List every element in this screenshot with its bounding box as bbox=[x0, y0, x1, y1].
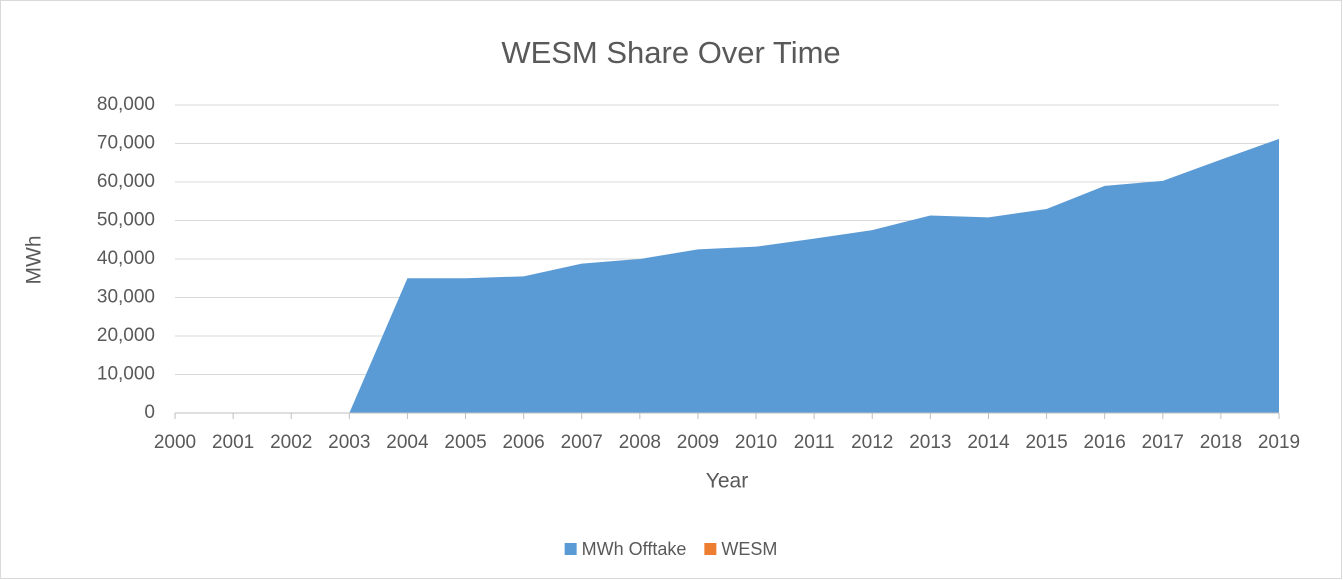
x-axis-label: Year bbox=[706, 470, 748, 493]
x-tick-label: 2005 bbox=[444, 432, 486, 453]
y-tick-label: 10,000 bbox=[97, 364, 155, 385]
legend-swatch bbox=[704, 543, 717, 555]
x-tick-label: 2003 bbox=[328, 432, 370, 453]
x-tick-label: 2008 bbox=[619, 432, 661, 453]
x-tick-label: 2000 bbox=[154, 432, 196, 453]
x-tick-label: 2013 bbox=[909, 432, 951, 453]
y-tick-label: 70,000 bbox=[97, 133, 155, 154]
y-tick-label: 60,000 bbox=[97, 171, 155, 192]
x-tick-label: 2004 bbox=[386, 432, 429, 453]
x-tick-label: 2009 bbox=[677, 432, 719, 453]
x-tick-label: 2015 bbox=[1025, 432, 1067, 453]
y-tick-label: 40,000 bbox=[97, 248, 155, 269]
y-axis-label: MWh bbox=[23, 236, 46, 285]
x-tick-label: 2017 bbox=[1142, 432, 1184, 453]
legend: MWh Offtake WESM bbox=[564, 539, 777, 559]
x-tick-label: 2018 bbox=[1200, 432, 1242, 453]
y-tick-label: 80,000 bbox=[97, 94, 155, 115]
x-tick-label: 2006 bbox=[502, 432, 544, 453]
chart-title: WESM Share Over Time bbox=[501, 35, 840, 70]
y-tick-label: 30,000 bbox=[97, 287, 155, 308]
y-tick-label: 0 bbox=[144, 402, 155, 423]
x-tick-label: 2001 bbox=[212, 432, 254, 453]
legend-label: WESM bbox=[721, 539, 777, 559]
x-tick-label: 2012 bbox=[851, 432, 893, 453]
x-tick-label: 2002 bbox=[270, 432, 312, 453]
y-tick-label: 20,000 bbox=[97, 325, 155, 346]
area bbox=[175, 138, 1279, 413]
x-tick-label: 2014 bbox=[967, 432, 1010, 453]
y-tick-label: 50,000 bbox=[97, 210, 155, 231]
x-tick-label: 2010 bbox=[735, 432, 777, 453]
x-tick-label: 2007 bbox=[561, 432, 603, 453]
legend-swatch bbox=[564, 543, 577, 555]
x-tick-label: 2016 bbox=[1084, 432, 1126, 453]
x-tick-label: 2011 bbox=[794, 432, 835, 453]
x-tick-label: 2019 bbox=[1258, 432, 1300, 453]
legend-label: MWh Offtake bbox=[582, 539, 687, 559]
